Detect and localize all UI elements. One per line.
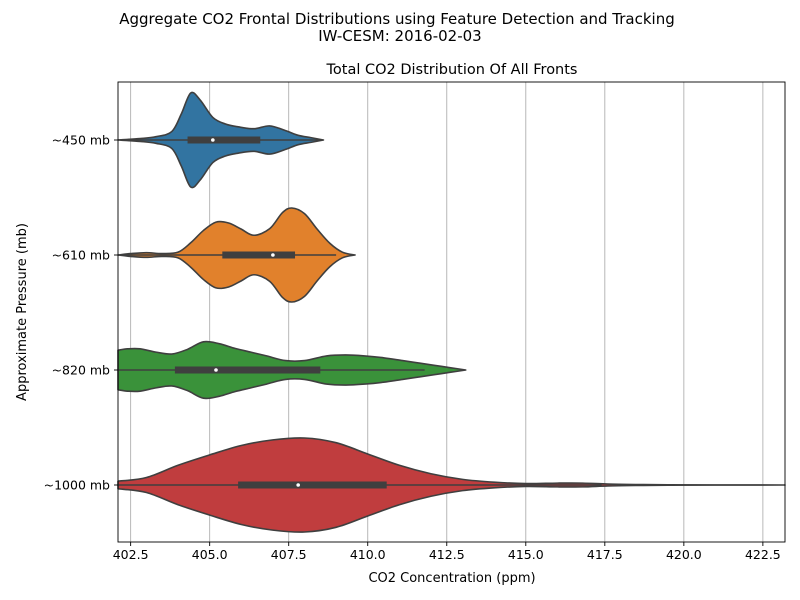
y-axis-ticks: ~450 mb ~610 mb ~820 mb ~1000 mb xyxy=(44,133,118,493)
plot-frame xyxy=(117,81,786,543)
x-axis-ticks: 402.5 405.0 407.5 410.0 412.5 415.0 417.5 420.0… xyxy=(113,542,781,562)
chart-title: Total CO2 Distribution Of All Fronts xyxy=(326,62,578,78)
x-tick-label: 405.0 xyxy=(192,547,228,562)
x-tick-label: 422.5 xyxy=(745,547,781,562)
x-tick-label: 420.0 xyxy=(666,547,702,562)
y-axis-label: Approximate Pressure (mb) xyxy=(15,223,30,401)
violin-iqr-box xyxy=(238,481,387,489)
y-tick-label: ~820 mb xyxy=(52,363,110,378)
violin-iqr-box xyxy=(174,366,321,374)
figure-suptitle-line2: IW-CESM: 2016-02-03 xyxy=(318,27,481,45)
violin-median-point xyxy=(271,253,275,257)
y-tick-label: ~610 mb xyxy=(52,248,110,263)
violin-3 xyxy=(117,340,467,400)
violin-median-point xyxy=(214,368,218,372)
figure-suptitle-line1: Aggregate CO2 Frontal Distributions usin… xyxy=(119,10,675,28)
x-tick-label: 402.5 xyxy=(113,547,149,562)
violin-iqr-box xyxy=(222,251,296,259)
violin-median-point xyxy=(211,138,215,142)
x-axis-label: CO2 Concentration (ppm) xyxy=(368,571,535,586)
violin-median-point xyxy=(296,483,300,487)
violins xyxy=(117,91,786,533)
x-tick-label: 407.5 xyxy=(271,547,307,562)
violin-1 xyxy=(117,91,325,189)
violin-2 xyxy=(117,207,356,303)
x-tick-label: 410.0 xyxy=(350,547,386,562)
violin-iqr-box xyxy=(187,136,261,144)
x-tick-label: 412.5 xyxy=(429,547,465,562)
y-tick-label: ~1000 mb xyxy=(44,478,110,493)
x-tick-label: 417.5 xyxy=(587,547,623,562)
y-tick-label: ~450 mb xyxy=(52,133,110,148)
x-tick-label: 415.0 xyxy=(508,547,544,562)
